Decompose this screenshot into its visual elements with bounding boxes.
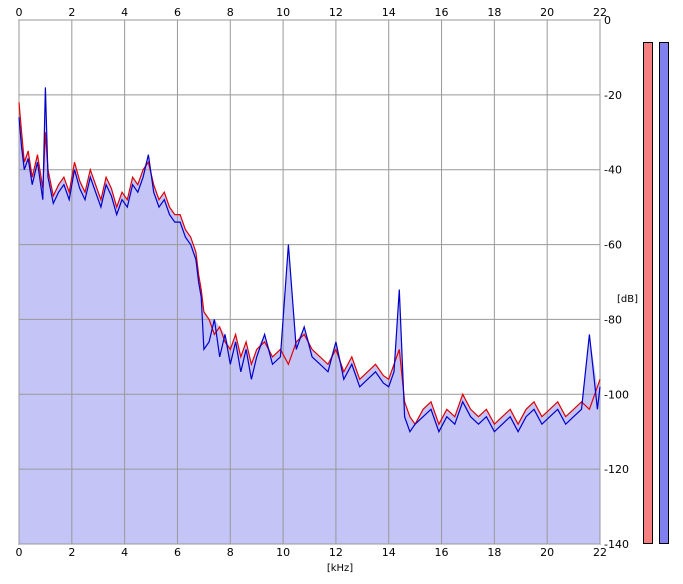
y-tick-label: -140 <box>604 538 629 551</box>
y-tick-label: -20 <box>604 89 622 102</box>
spectrum-lines-layer <box>18 87 601 434</box>
x-tick-label: 2 <box>68 546 75 559</box>
y-tick-labels: 0 -20 -40 -60 -80 -100 -120 -140 <box>604 14 629 551</box>
x-tick-label: 4 <box>121 546 128 559</box>
x-tick-label: 16 <box>435 546 449 559</box>
x-tick-label: 0 <box>16 546 23 559</box>
x-tick-label: 10 <box>276 546 290 559</box>
x-tick-label: 2 <box>68 6 75 19</box>
x-tick-label: 8 <box>227 6 234 19</box>
grid-layer <box>18 19 601 545</box>
x-tick-label: 12 <box>329 6 343 19</box>
right-channel-spectrum-line <box>18 87 601 434</box>
spectrum-plot[interactable]: 0 2 4 6 8 10 12 14 16 18 20 22 0 2 4 6 8 10 12 14 16 18 20 22 … <box>0 0 640 584</box>
y-tick-label: -40 <box>604 164 622 177</box>
y-tick-label: -60 <box>604 239 622 252</box>
x-tick-labels-top: 0 2 4 6 8 10 12 14 16 18 20 22 <box>16 6 608 19</box>
right-channel-level-meter <box>659 42 669 544</box>
spectrum-fill-area <box>19 87 600 545</box>
x-tick-label: 12 <box>329 546 343 559</box>
x-tick-label: 20 <box>540 546 554 559</box>
x-tick-label: 18 <box>487 6 501 19</box>
y-tick-label: -120 <box>604 463 629 476</box>
x-tick-label: 10 <box>276 6 290 19</box>
y-tick-label: 0 <box>604 14 611 27</box>
left-channel-level-meter <box>643 42 653 544</box>
x-tick-label: 4 <box>121 6 128 19</box>
x-tick-label: 8 <box>227 546 234 559</box>
x-tick-label: 14 <box>382 6 396 19</box>
x-tick-label: 6 <box>174 6 181 19</box>
x-tick-label: 16 <box>435 6 449 19</box>
x-tick-labels-bottom: 0 2 4 6 8 10 12 14 16 18 20 22 <box>16 546 608 559</box>
x-tick-label: 14 <box>382 546 396 559</box>
y-tick-label: -80 <box>604 313 622 326</box>
x-tick-label: 18 <box>487 546 501 559</box>
y-tick-label: -100 <box>604 388 629 401</box>
y-axis-unit-label: [dB] <box>617 294 638 305</box>
x-tick-label: 0 <box>16 6 23 19</box>
x-axis-unit-label: [kHz] <box>327 563 353 574</box>
left-channel-spectrum-line <box>18 102 601 426</box>
x-tick-label: 22 <box>593 546 607 559</box>
x-tick-label: 20 <box>540 6 554 19</box>
x-tick-label: 6 <box>174 546 181 559</box>
spectrum-fill-layer <box>19 87 600 545</box>
x-tick-label: 22 <box>593 6 607 19</box>
